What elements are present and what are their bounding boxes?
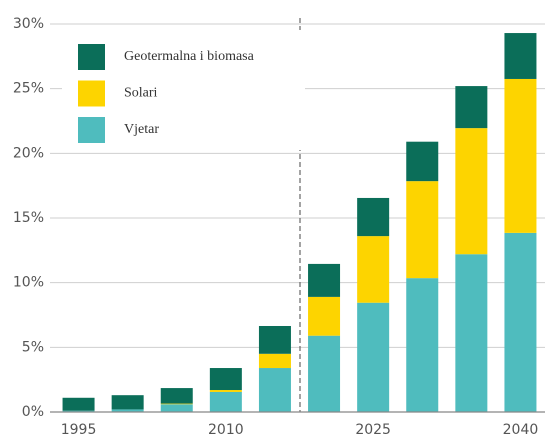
bar-segment (209, 391, 242, 412)
bar-segment (62, 397, 95, 411)
bar-segment (308, 263, 341, 297)
y-tick-label: 25% (13, 81, 44, 97)
bar-segment (308, 335, 341, 412)
y-tick-label: 10% (13, 275, 44, 291)
bar-segment (455, 254, 488, 412)
bar-segment (504, 232, 537, 412)
bar-segment (504, 78, 537, 233)
bar-segment (504, 33, 537, 79)
bar-segment (357, 302, 390, 412)
bar-segment (258, 368, 291, 412)
bar-segment (258, 325, 291, 354)
x-tick-label: 2040 (503, 422, 539, 438)
bar-segment (209, 390, 242, 392)
bar-segment (160, 404, 193, 412)
bar-segment (455, 128, 488, 255)
y-tick-label: 0% (22, 404, 44, 420)
bar-segment (357, 236, 390, 303)
x-tick-label: 2025 (355, 422, 391, 438)
bar-segment (111, 409, 144, 412)
legend-label: Vjetar (124, 122, 159, 137)
y-tick-label: 30% (13, 16, 44, 32)
legend-label: Solari (124, 86, 158, 101)
bar-segment (357, 197, 390, 237)
bar-segment (406, 278, 439, 412)
x-tick-label: 1995 (61, 422, 97, 438)
legend-swatch (78, 44, 105, 70)
bar-segment (308, 296, 341, 336)
bar-segment (455, 86, 488, 129)
legend-label: Geotermalna i biomasa (124, 49, 255, 64)
y-tick-label: 15% (13, 210, 44, 226)
x-tick-label: 2010 (208, 422, 244, 438)
bar-segment (111, 395, 144, 410)
legend-swatch (78, 80, 105, 107)
legend-swatch (78, 117, 105, 143)
bar-segment (62, 410, 95, 412)
bar-segment (160, 388, 193, 404)
bar-segment (160, 403, 193, 405)
y-tick-label: 20% (13, 145, 44, 161)
bar-segment (209, 368, 242, 391)
y-tick-label: 5% (22, 339, 44, 355)
bar-segment (258, 353, 291, 369)
bar-segment (406, 181, 439, 279)
bar-segment (406, 141, 439, 182)
